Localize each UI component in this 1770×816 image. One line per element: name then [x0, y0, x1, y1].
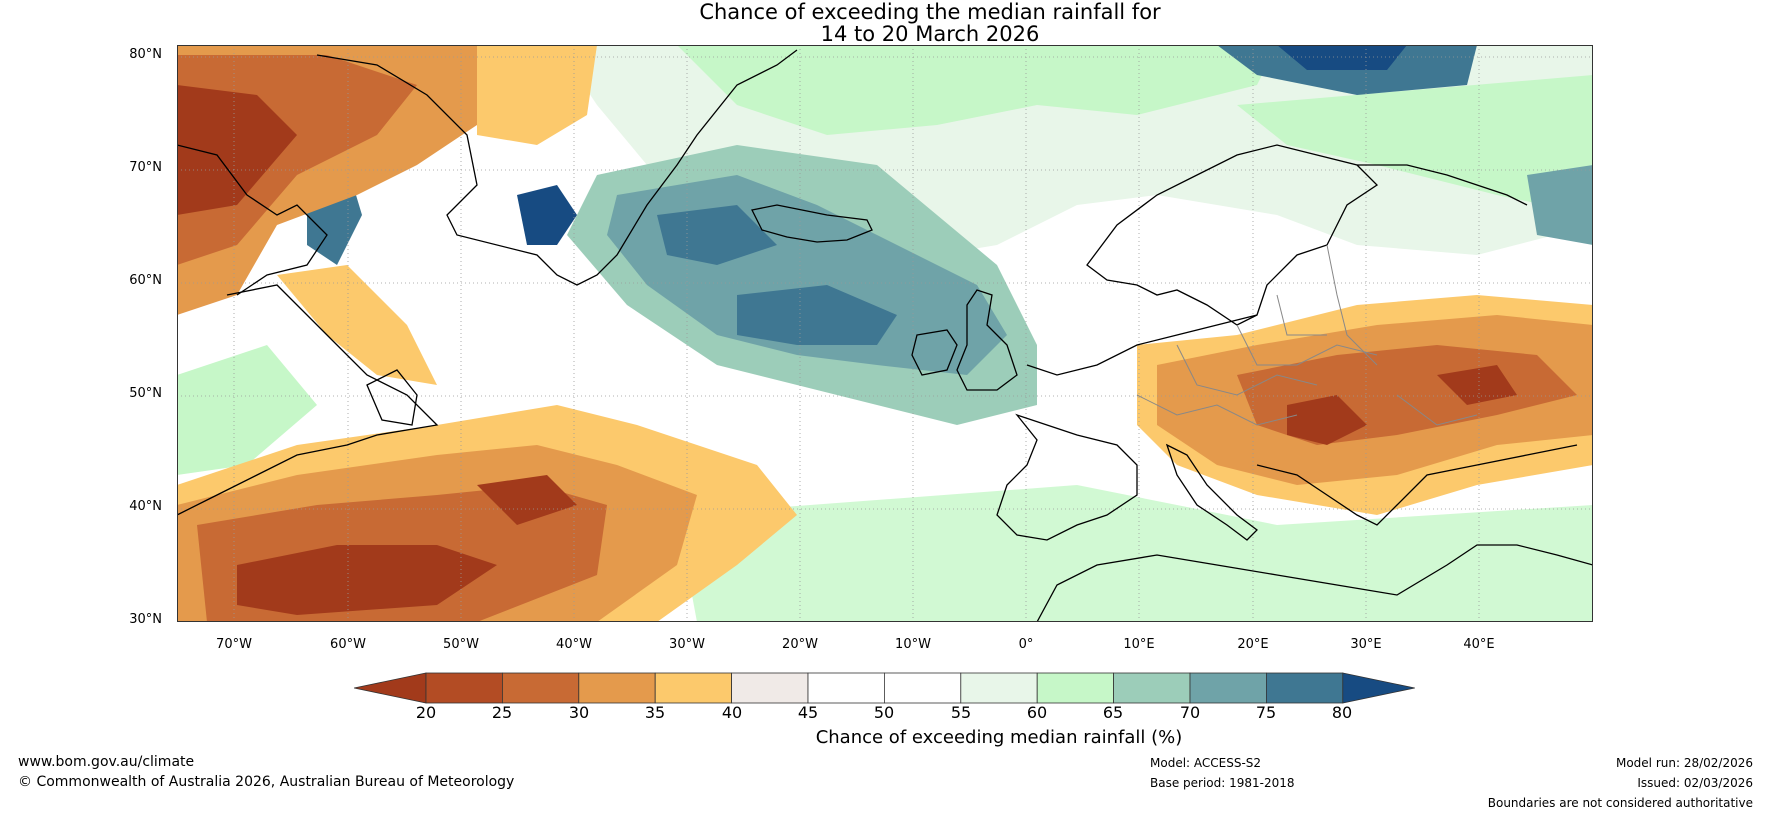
lon-label-40e: 40°E: [1463, 637, 1495, 652]
colorbar-tick: 60: [1026, 703, 1048, 722]
field-navy-north-2: [1277, 45, 1407, 70]
colorbar-segment: [884, 672, 962, 704]
base-period-text: Base period: 1981-2018: [1150, 776, 1295, 790]
lon-label-30e: 30°E: [1350, 637, 1382, 652]
coast-iceland: [751, 204, 873, 243]
model-text: Model: ACCESS-S2: [1150, 756, 1262, 770]
field-green-south: [677, 485, 1593, 622]
lon-label-0: 0°: [1018, 637, 1034, 652]
model-run-text: Model run: 28/02/2026: [1615, 756, 1753, 770]
coast-labrador: [177, 284, 439, 516]
colorbar-tick: 20: [415, 703, 437, 722]
lon-label-40w: 40°W: [556, 637, 592, 652]
copyright-text: © Commonwealth of Australia 2026, Austra…: [18, 774, 515, 790]
colorbar-segment: [425, 672, 503, 704]
field-darkblue-atlantic-2: [737, 285, 897, 345]
field-yellow-labrador: [277, 265, 437, 385]
graticule: [177, 45, 1593, 622]
lon-label-60w: 60°W: [330, 637, 366, 652]
colorbar-segment: [807, 672, 885, 704]
colorbar-segments: [354, 672, 1415, 704]
colorbar-tick: 50: [873, 703, 895, 722]
field-green-west: [177, 345, 317, 475]
field-darkbrown-europe: [1287, 395, 1367, 445]
field-navy-iceland-sw: [517, 185, 577, 245]
field-darkbrown-sw: [237, 545, 497, 615]
country-borders: [1136, 244, 1478, 426]
lon-label-20w: 20°W: [782, 637, 818, 652]
colorbar-label: Chance of exceeding median rainfall (%): [0, 727, 1769, 748]
colorbar-tick: 75: [1255, 703, 1277, 722]
colorbar-segment: [731, 672, 809, 704]
colorbar-arrow-high: [1342, 672, 1415, 704]
lon-label-20e: 20°E: [1237, 637, 1269, 652]
colorbar-segment: [501, 672, 580, 704]
chart-title-line-1: Chance of exceeding the median rainfall …: [699, 0, 1161, 24]
colorbar-tick: 45: [797, 703, 819, 722]
map-frame: [177, 45, 1593, 622]
colorbar-tick: 30: [568, 703, 590, 722]
lat-label-60n: 60°N: [129, 273, 162, 288]
colorbar-segment: [1266, 672, 1344, 704]
coast-italy: [1165, 443, 1258, 541]
field-green-north: [677, 45, 1277, 135]
coast-greenland: [316, 49, 798, 286]
colorbar-segment: [1189, 672, 1267, 704]
colorbar-tick: 25: [491, 703, 513, 722]
coast-kola: [1357, 164, 1528, 206]
lat-label-50n: 50°N: [129, 386, 162, 401]
disclaimer-text: Boundaries are not considered authoritat…: [1487, 796, 1753, 810]
colorbar-tick: 35: [644, 703, 666, 722]
field-green-east: [1237, 75, 1593, 215]
colorbar-segment: [960, 672, 1038, 704]
issued-text: Issued: 02/03/2026: [1637, 776, 1753, 790]
lon-label-10e: 10°E: [1123, 637, 1155, 652]
colorbar-tick: 65: [1102, 703, 1124, 722]
website-link[interactable]: www.bom.gov.au/climate: [18, 754, 195, 770]
lat-label-80n: 80°N: [129, 47, 162, 62]
lon-label-50w: 50°W: [443, 637, 479, 652]
colorbar-tick: 40: [721, 703, 743, 722]
colorbar-segment: [1036, 672, 1115, 704]
field-blue-barents: [1527, 165, 1593, 245]
coast-great-britain: [956, 289, 1018, 391]
colorbar-segment: [1113, 672, 1191, 704]
coast-newfoundland: [366, 369, 418, 426]
coast-iberia: [996, 413, 1138, 541]
lon-label-70w: 70°W: [216, 637, 252, 652]
chart-title-line-2: 14 to 20 March 2026: [820, 22, 1040, 46]
colorbar-tick: 70: [1179, 703, 1201, 722]
colorbar: [354, 672, 1415, 704]
lat-label-30n: 30°N: [129, 612, 162, 627]
colorbar-arrow-low: [354, 672, 427, 704]
rainfall-map: [177, 45, 1593, 622]
colorbar-segment: [654, 672, 733, 704]
field-darkbrown-europe-2: [1437, 365, 1517, 405]
colorbar-tick: 55: [950, 703, 972, 722]
colorbar-tick: 80: [1331, 703, 1353, 722]
coast-canada-arctic: [177, 144, 328, 296]
coast-europe-west: [1026, 314, 1258, 376]
colorbar-segment: [578, 672, 656, 704]
coast-ireland: [911, 329, 958, 376]
lat-label-70n: 70°N: [129, 160, 162, 175]
lon-label-30w: 30°W: [669, 637, 705, 652]
field-darkbrown-northwest: [177, 85, 297, 215]
coast-africa: [1036, 544, 1593, 622]
lon-label-10w: 10°W: [895, 637, 931, 652]
coast-balkans: [1256, 444, 1578, 526]
lat-label-40n: 40°N: [129, 499, 162, 514]
colorbar-label-text: Chance of exceeding median rainfall (%): [815, 727, 1183, 748]
field-yellow-northwest: [477, 45, 597, 145]
field-darkbrown-sw-2: [477, 475, 577, 525]
